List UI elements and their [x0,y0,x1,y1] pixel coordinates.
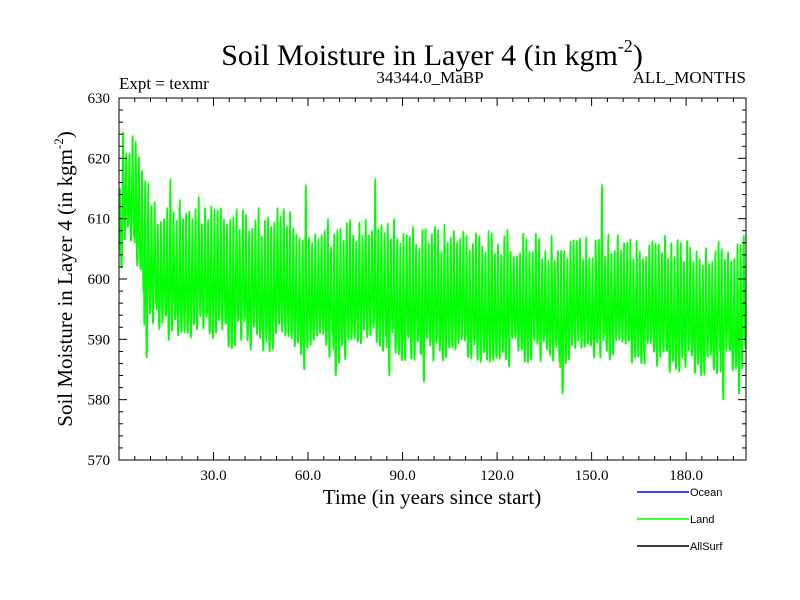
period-label: 34344.0_MaBP [376,68,483,87]
y-tick-label: 620 [88,151,111,167]
ylabel-close: ) [53,131,77,138]
y-tick-label: 570 [88,453,111,469]
x-tick-label: 150.0 [575,468,609,484]
legend: Ocean Land AllSurf [637,487,723,553]
y-axis-label: Soil Moisture in Layer 4 (in kgm-2) [51,131,77,426]
x-tick-label: 60.0 [295,468,321,484]
title-main: Soil Moisture in Layer 4 (in kgm [221,39,618,72]
y-tick-label: 610 [88,212,111,228]
x-axis-label: Time (in years since start) [323,485,542,509]
x-tick-label: 30.0 [200,468,226,484]
plot-area: 30.0 60.0 90.0 120.0 150.0 180.0 570 580 590 600… [88,91,747,484]
y-tick-label: 600 [88,272,111,288]
x-tick-label: 120.0 [480,468,514,484]
legend-label-land: Land [690,514,714,526]
y-tick-label: 590 [88,332,111,348]
chart-title: Soil Moisture in Layer 4 (in kgm-2) [221,36,643,72]
y-tick-label: 580 [88,393,111,409]
y-tick-label: 630 [88,91,111,107]
x-tick-label: 90.0 [389,468,415,484]
experiment-label: Expt = texmr [119,74,209,93]
legend-label-allsurf: AllSurf [690,541,723,553]
ylabel-main: Soil Moisture in Layer 4 (in kgm [53,149,77,427]
legend-label-ocean: Ocean [690,487,722,499]
series-line-land [119,131,746,401]
x-tick-label: 180.0 [669,468,703,484]
title-superscript: -2 [618,36,633,56]
y-axis: 570 580 590 600 610 620 630 [88,91,746,469]
ylabel-superscript: -2 [51,138,66,149]
months-label: ALL_MONTHS [633,68,746,87]
title-close: ) [633,39,643,72]
x-axis: 30.0 60.0 90.0 120.0 150.0 180.0 [134,98,734,484]
